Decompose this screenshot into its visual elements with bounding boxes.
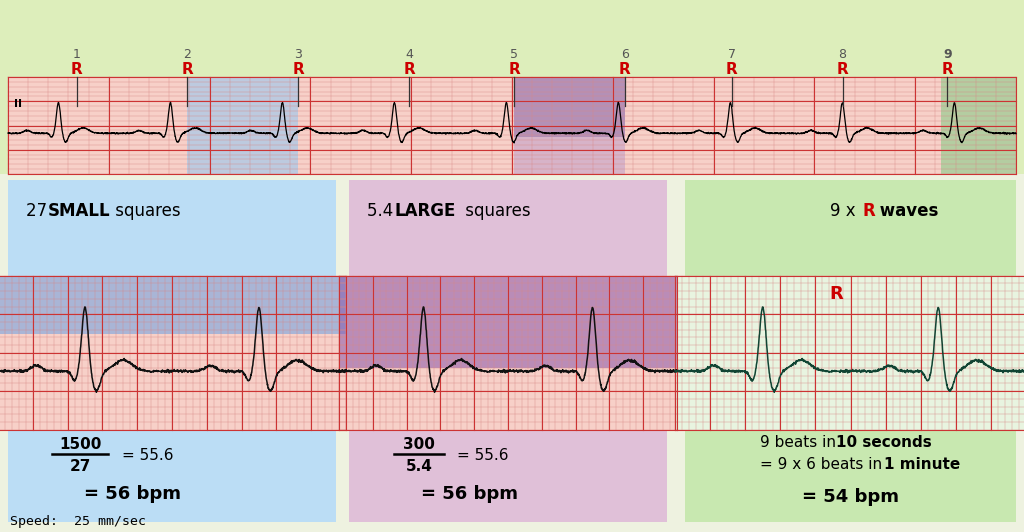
Bar xyxy=(514,77,625,137)
Text: 27: 27 xyxy=(70,459,91,473)
Text: 4: 4 xyxy=(406,48,413,62)
Text: 6: 6 xyxy=(621,48,629,62)
Bar xyxy=(339,276,677,368)
Text: 8: 8 xyxy=(839,48,847,62)
Text: = 56 bpm: = 56 bpm xyxy=(421,485,518,503)
Text: 5: 5 xyxy=(510,48,518,62)
Text: R: R xyxy=(508,62,520,77)
Bar xyxy=(339,276,677,430)
Text: R: R xyxy=(862,202,874,220)
Bar xyxy=(685,180,1016,522)
Text: 9 x: 9 x xyxy=(830,202,861,220)
Bar xyxy=(8,180,336,522)
Text: 9 beats in: 9 beats in xyxy=(761,435,842,450)
Text: 3: 3 xyxy=(294,48,302,62)
Text: 1 minute: 1 minute xyxy=(885,456,961,472)
Text: 10 seconds: 10 seconds xyxy=(837,435,932,450)
Bar xyxy=(0,276,346,430)
Text: II: II xyxy=(14,99,22,109)
Text: R: R xyxy=(293,62,304,77)
Text: Speed:  25 mm/sec: Speed: 25 mm/sec xyxy=(10,515,146,528)
Text: 5.4: 5.4 xyxy=(367,202,398,220)
Text: 1: 1 xyxy=(73,48,81,62)
Text: 300: 300 xyxy=(403,437,435,452)
Text: squares: squares xyxy=(460,202,530,220)
Bar xyxy=(941,77,1016,174)
Text: R: R xyxy=(181,62,194,77)
Bar xyxy=(349,180,667,522)
Text: R: R xyxy=(71,62,82,77)
Text: SMALL: SMALL xyxy=(48,202,111,220)
Text: LARGE: LARGE xyxy=(395,202,457,220)
Text: = 9 x 6 beats in: = 9 x 6 beats in xyxy=(761,456,888,472)
Text: 27: 27 xyxy=(26,202,52,220)
Text: squares: squares xyxy=(110,202,180,220)
Text: 1500: 1500 xyxy=(59,437,101,452)
Text: waves: waves xyxy=(874,202,938,220)
Text: R: R xyxy=(837,62,849,77)
Text: 7: 7 xyxy=(728,48,735,62)
Text: R: R xyxy=(403,62,415,77)
Text: = 54 bpm: = 54 bpm xyxy=(802,488,899,506)
Text: 2: 2 xyxy=(183,48,191,62)
Bar xyxy=(187,77,298,174)
Bar xyxy=(514,137,625,174)
Text: R: R xyxy=(726,62,737,77)
Text: R: R xyxy=(942,62,953,77)
Bar xyxy=(8,77,1016,174)
Bar xyxy=(0,276,346,334)
Text: = 56 bpm: = 56 bpm xyxy=(84,485,181,503)
Text: = 55.6: = 55.6 xyxy=(457,447,509,463)
Text: R: R xyxy=(829,285,844,303)
Text: 9: 9 xyxy=(943,48,951,62)
Text: 5.4: 5.4 xyxy=(406,459,432,473)
Text: R: R xyxy=(620,62,631,77)
Bar xyxy=(675,276,1024,430)
Bar xyxy=(0,0,1024,174)
Text: = 55.6: = 55.6 xyxy=(122,447,174,463)
